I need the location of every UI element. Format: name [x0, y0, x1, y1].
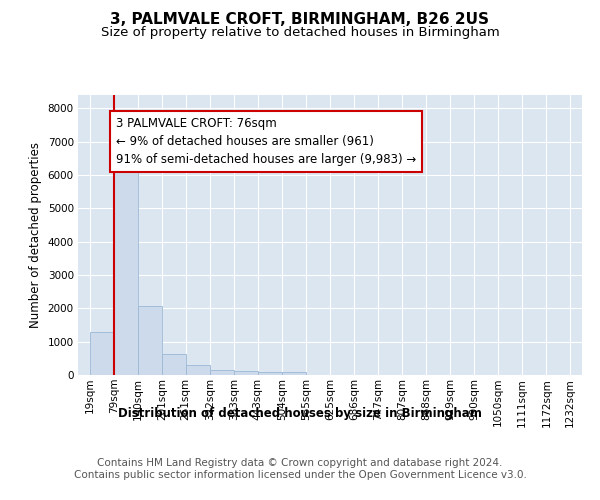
Bar: [90, 332, 113, 375]
Bar: [185, 365, 210, 375]
Bar: [234, 372, 258, 375]
Bar: [162, 354, 185, 375]
Bar: [258, 372, 282, 375]
Bar: [138, 306, 162, 375]
Y-axis label: Number of detached properties: Number of detached properties: [29, 142, 42, 328]
Text: Distribution of detached houses by size in Birmingham: Distribution of detached houses by size …: [118, 408, 482, 420]
Bar: [210, 370, 234, 375]
Bar: [113, 155, 138, 375]
Text: 3, PALMVALE CROFT, BIRMINGHAM, B26 2US: 3, PALMVALE CROFT, BIRMINGHAM, B26 2US: [110, 12, 490, 28]
Bar: [282, 372, 306, 375]
Text: 3 PALMVALE CROFT: 76sqm
← 9% of detached houses are smaller (961)
91% of semi-de: 3 PALMVALE CROFT: 76sqm ← 9% of detached…: [116, 116, 416, 166]
Text: Contains HM Land Registry data © Crown copyright and database right 2024.
Contai: Contains HM Land Registry data © Crown c…: [74, 458, 526, 480]
Text: Size of property relative to detached houses in Birmingham: Size of property relative to detached ho…: [101, 26, 499, 39]
